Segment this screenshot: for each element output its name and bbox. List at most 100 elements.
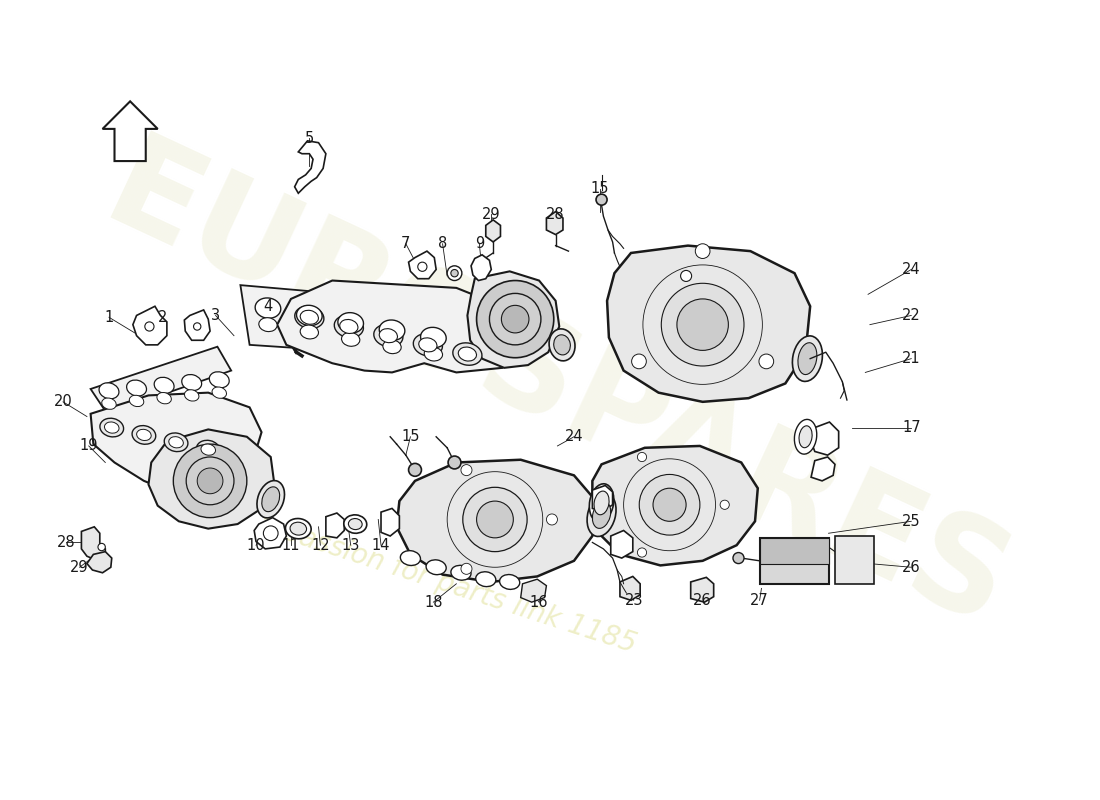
- Ellipse shape: [349, 518, 362, 530]
- Ellipse shape: [794, 419, 817, 454]
- Polygon shape: [81, 527, 106, 561]
- Polygon shape: [520, 579, 547, 602]
- Ellipse shape: [798, 342, 817, 374]
- Circle shape: [186, 457, 234, 505]
- Circle shape: [720, 500, 729, 510]
- Polygon shape: [547, 212, 563, 234]
- Text: 8: 8: [438, 236, 448, 251]
- Polygon shape: [326, 513, 344, 538]
- Ellipse shape: [420, 327, 447, 348]
- Ellipse shape: [400, 550, 420, 566]
- Text: 24: 24: [902, 262, 921, 277]
- Circle shape: [596, 194, 607, 205]
- Polygon shape: [691, 578, 714, 602]
- Polygon shape: [148, 430, 274, 529]
- Text: 24: 24: [564, 430, 583, 444]
- Circle shape: [197, 468, 223, 494]
- Ellipse shape: [459, 347, 476, 361]
- Ellipse shape: [126, 380, 146, 396]
- Text: 25: 25: [902, 514, 921, 529]
- Circle shape: [661, 283, 744, 366]
- Text: 15: 15: [402, 430, 420, 444]
- Circle shape: [502, 306, 529, 333]
- Ellipse shape: [587, 494, 616, 537]
- Ellipse shape: [136, 430, 151, 441]
- Text: a passion for parts link 1185: a passion for parts link 1185: [254, 509, 640, 658]
- Polygon shape: [241, 285, 456, 358]
- Ellipse shape: [300, 310, 318, 324]
- Ellipse shape: [300, 325, 319, 339]
- Circle shape: [476, 281, 553, 358]
- Circle shape: [408, 463, 421, 476]
- Polygon shape: [381, 509, 399, 536]
- Circle shape: [631, 354, 647, 369]
- Circle shape: [759, 354, 773, 369]
- Ellipse shape: [258, 318, 277, 331]
- Polygon shape: [254, 518, 286, 549]
- Polygon shape: [486, 220, 500, 242]
- Ellipse shape: [185, 390, 199, 401]
- Ellipse shape: [262, 487, 279, 512]
- Polygon shape: [295, 141, 326, 194]
- Ellipse shape: [255, 298, 280, 318]
- Ellipse shape: [168, 437, 184, 448]
- Ellipse shape: [590, 484, 614, 522]
- Text: 3: 3: [211, 308, 220, 323]
- Text: 1: 1: [104, 310, 113, 325]
- Circle shape: [733, 553, 744, 563]
- Text: 29: 29: [70, 560, 89, 574]
- Text: 28: 28: [56, 535, 75, 550]
- Text: 15: 15: [591, 181, 609, 196]
- Text: 28: 28: [547, 207, 565, 222]
- Text: 12: 12: [311, 538, 330, 553]
- Polygon shape: [90, 346, 231, 414]
- Ellipse shape: [593, 502, 611, 528]
- Polygon shape: [408, 251, 436, 278]
- Polygon shape: [102, 102, 157, 161]
- Text: 7: 7: [402, 236, 410, 251]
- Circle shape: [448, 266, 462, 281]
- Polygon shape: [607, 246, 811, 402]
- Text: EUROSPARES: EUROSPARES: [87, 126, 1029, 655]
- Ellipse shape: [341, 333, 360, 346]
- Polygon shape: [471, 255, 492, 281]
- Text: 17: 17: [902, 420, 921, 435]
- Text: 11: 11: [282, 538, 300, 553]
- Text: 16: 16: [530, 594, 548, 610]
- Text: 19: 19: [79, 438, 98, 454]
- Ellipse shape: [102, 398, 117, 410]
- Circle shape: [263, 526, 278, 541]
- Ellipse shape: [379, 320, 405, 340]
- Text: 13: 13: [341, 538, 360, 553]
- Ellipse shape: [212, 387, 227, 398]
- Ellipse shape: [594, 491, 609, 514]
- Circle shape: [490, 294, 541, 345]
- Circle shape: [695, 244, 710, 258]
- Ellipse shape: [799, 426, 812, 448]
- Polygon shape: [397, 460, 596, 582]
- Polygon shape: [133, 306, 167, 345]
- Circle shape: [547, 514, 558, 525]
- Circle shape: [174, 444, 246, 518]
- Circle shape: [681, 270, 692, 282]
- Ellipse shape: [100, 418, 123, 437]
- Text: 10: 10: [246, 538, 265, 553]
- Polygon shape: [620, 577, 640, 600]
- Text: 20: 20: [54, 394, 73, 410]
- Ellipse shape: [475, 572, 496, 586]
- Text: 9: 9: [475, 236, 484, 251]
- Circle shape: [98, 543, 106, 550]
- Bar: [835, 536, 873, 584]
- Ellipse shape: [295, 306, 323, 329]
- Ellipse shape: [182, 374, 201, 390]
- Ellipse shape: [290, 522, 307, 535]
- Circle shape: [463, 487, 527, 552]
- Ellipse shape: [164, 433, 188, 451]
- Ellipse shape: [425, 347, 442, 361]
- Text: 26: 26: [902, 560, 921, 574]
- Ellipse shape: [154, 378, 174, 394]
- Ellipse shape: [286, 518, 311, 538]
- Ellipse shape: [201, 444, 216, 455]
- Text: 29: 29: [482, 207, 500, 222]
- Circle shape: [461, 465, 472, 476]
